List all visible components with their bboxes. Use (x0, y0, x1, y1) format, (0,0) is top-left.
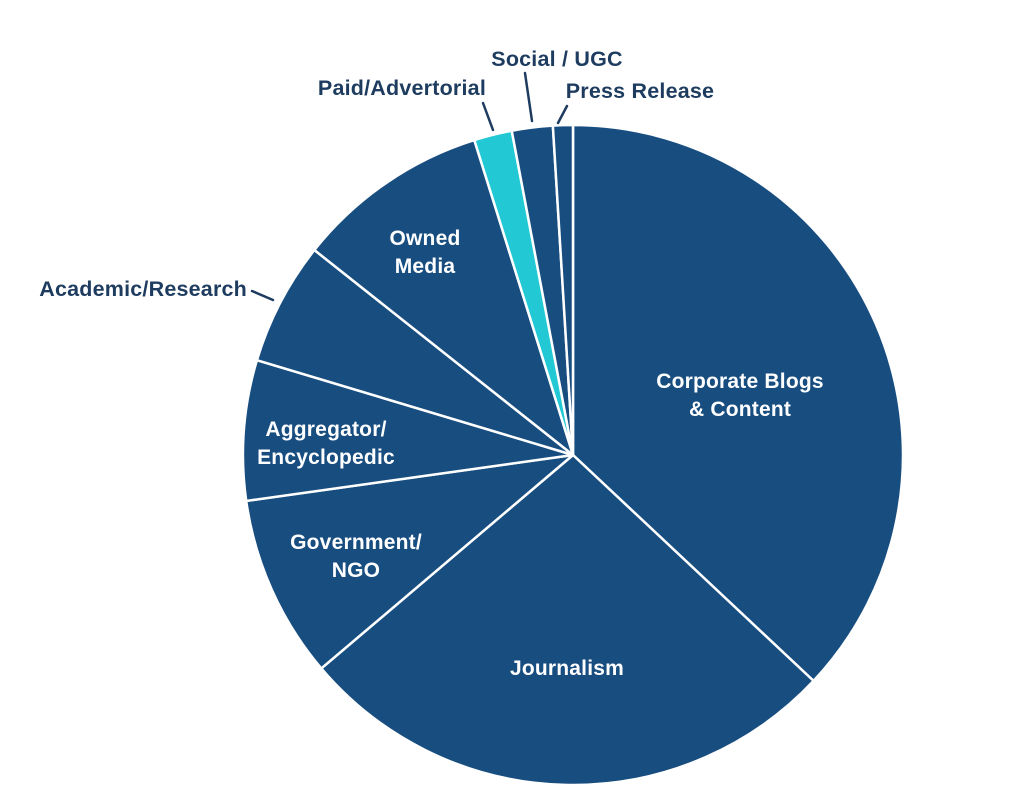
slice-label-line: Press Release (566, 79, 714, 103)
slice-label-line: Owned (389, 227, 460, 250)
slice-label-aggregator-encyclopedic: Aggregator/Encyclopedic (257, 418, 395, 469)
pie-slice-academic-research (255, 248, 575, 457)
pie-slice-corporate-blogs-content (571, 123, 905, 683)
slice-label-line: Corporate Blogs (656, 370, 824, 393)
pie-slices-layer (241, 123, 905, 787)
slice-label-corporate-blogs-content: Corporate Blogs & Content (656, 370, 824, 421)
slice-label-social-ugc: Social / UGC (491, 47, 622, 71)
slice-label-owned-media: Owned Media (389, 227, 460, 278)
slice-label-paid-advertorial: Paid/Advertorial (318, 76, 486, 100)
slice-label-line: Encyclopedic (257, 446, 395, 469)
pie-slice-owned-media (313, 138, 575, 457)
leader-line-social-ugc (523, 71, 534, 123)
slice-label-line: Paid/Advertorial (318, 76, 486, 100)
slice-label-line: Journalism (510, 657, 624, 680)
slice-label-line: Academic/Research (39, 277, 247, 301)
pie-labels-layer: Corporate Blogs & Content Journalism Govern… (39, 47, 824, 680)
slice-label-line: NGO (332, 559, 380, 582)
pie-slice-journalism (320, 453, 815, 787)
slice-label-line: Government/ (290, 531, 422, 554)
slice-label-line: Aggregator/ (265, 418, 386, 441)
slice-label-line: Social / UGC (491, 47, 622, 71)
leader-line-paid-advertorial (481, 101, 495, 132)
pie-slice-press-release (551, 123, 575, 457)
slice-label-press-release: Press Release (566, 79, 714, 103)
slice-label-government-ngo: Government/NGO (290, 531, 422, 582)
leader-line-press-release (556, 104, 569, 125)
slice-label-line: & Content (689, 398, 791, 421)
slice-label-line: Media (395, 255, 456, 278)
pie-slice-government-ngo (244, 453, 575, 670)
slice-label-journalism: Journalism (510, 657, 624, 680)
slice-label-academic-research: Academic/Research (39, 277, 247, 301)
leader-line-academic-research (250, 289, 275, 302)
pie-slice-aggregator-encyclopedic (241, 358, 575, 503)
